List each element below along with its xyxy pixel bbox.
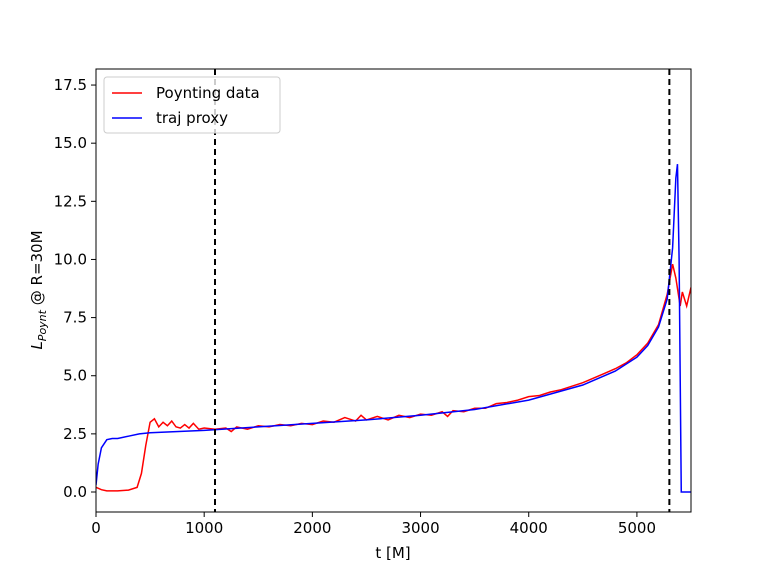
x-tick-label: 2000 bbox=[293, 519, 331, 537]
y-tick-label: 0.0 bbox=[63, 483, 87, 501]
x-axis-label: t [M] bbox=[375, 544, 410, 562]
plot-area bbox=[96, 69, 691, 512]
plot-frame bbox=[95, 68, 692, 513]
x-tick-label: 4000 bbox=[510, 519, 548, 537]
legend-label: traj proxy bbox=[156, 109, 228, 127]
legend-label: Poynting data bbox=[156, 84, 260, 102]
y-tick-label: 12.5 bbox=[54, 192, 87, 210]
y-tick-label: 5.0 bbox=[63, 367, 87, 385]
y-tick-label: 17.5 bbox=[54, 76, 87, 94]
series-line bbox=[96, 164, 691, 493]
y-tick-label: 10.0 bbox=[54, 250, 87, 268]
y-label-sub: Poynt bbox=[36, 309, 49, 341]
y-tick-label: 2.5 bbox=[63, 425, 87, 443]
x-tick-label: 1000 bbox=[185, 519, 223, 537]
y-tick-label: 15.0 bbox=[54, 134, 87, 152]
y-label-main: L bbox=[28, 341, 46, 349]
x-tick-label: 3000 bbox=[401, 519, 439, 537]
x-tick-label: 5000 bbox=[618, 519, 656, 537]
y-tick-label: 7.5 bbox=[63, 309, 87, 327]
legend-box bbox=[103, 76, 281, 134]
y-axis-label: LPoynt @ R=30M bbox=[28, 230, 49, 349]
y-label-rest: @ R=30M bbox=[28, 230, 46, 310]
series-line bbox=[96, 263, 691, 492]
x-tick-label: 0 bbox=[91, 519, 101, 537]
